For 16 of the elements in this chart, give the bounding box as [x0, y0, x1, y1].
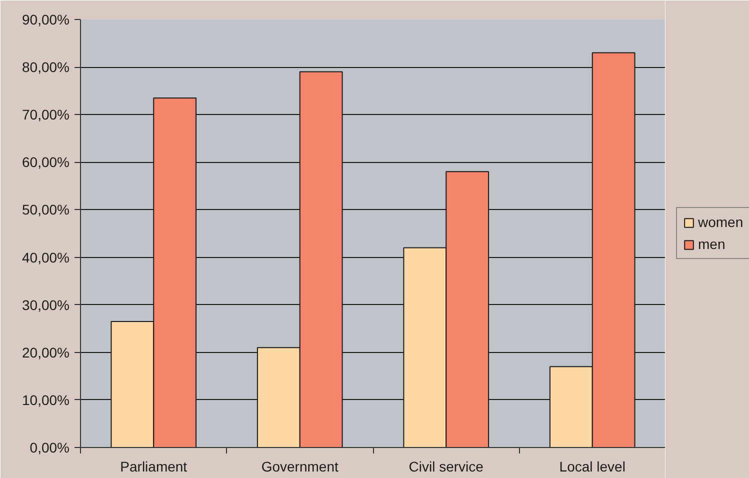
y-tick-label: 80,00% [22, 59, 70, 76]
x-tick-label: Government [261, 458, 338, 474]
y-tick-label: 20,00% [22, 344, 70, 360]
y-tick-label: 0,00% [30, 440, 70, 456]
y-tick-label: 60,00% [22, 154, 70, 170]
x-tick-label: Parliament [120, 458, 188, 474]
y-tick-label: 40,00% [22, 249, 70, 266]
legend-label: men [698, 236, 726, 252]
y-tick-label: 70,00% [22, 106, 70, 123]
x-tick-label: Local level [559, 458, 626, 474]
legend-label: women [698, 214, 744, 230]
y-tick-label: 10,00% [22, 392, 70, 408]
x-tick-label: Civil service [408, 458, 484, 474]
y-tick-label: 30,00% [22, 296, 70, 313]
y-tick-label: 50,00% [22, 202, 70, 218]
y-tick-label: 90,00% [22, 12, 70, 28]
